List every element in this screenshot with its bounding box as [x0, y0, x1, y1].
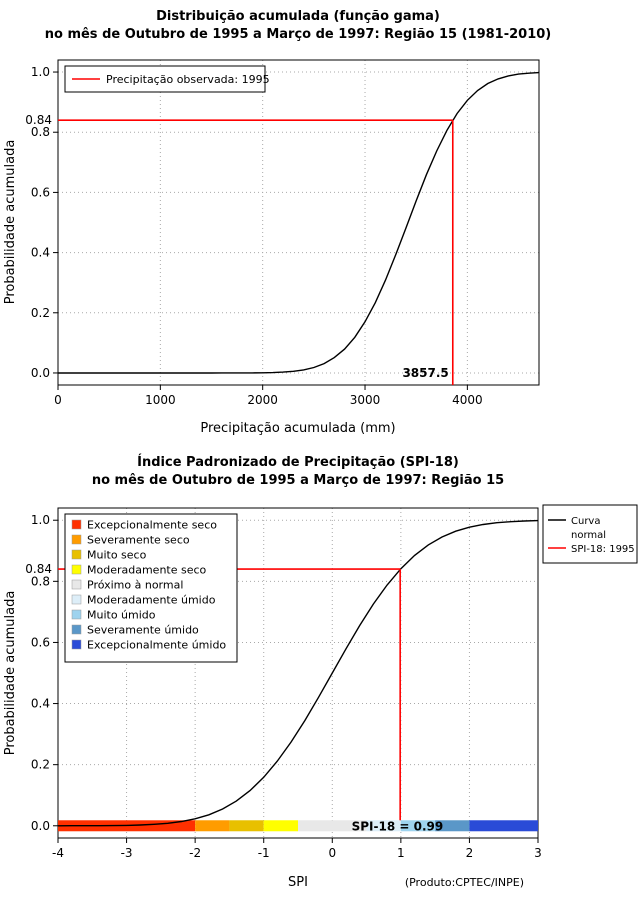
y-tick-label: 0.6 — [31, 185, 50, 199]
spi-category-label: Muito úmido — [87, 609, 156, 622]
spi-category-bar-segment — [400, 820, 436, 832]
y-tick-label: 0.4 — [31, 246, 50, 260]
curve-legend-label: Curva — [571, 516, 600, 527]
y-tick-label: 1.0 — [31, 65, 50, 79]
x-tick-label: 3 — [534, 846, 542, 860]
y-tick-label: 0.8 — [31, 574, 50, 588]
spi-category-label: Muito seco — [87, 549, 147, 562]
spi-category-label: Excepcionalmente seco — [87, 519, 217, 532]
chart1-title: Distribuição acumulada (função gama) — [156, 9, 440, 24]
chart2-title: Índice Padronizado de Precipitação (SPI-… — [137, 454, 459, 470]
spi-category-bar-segment — [298, 820, 367, 832]
legend-color-swatch — [71, 579, 82, 590]
chart2-plot-area: -4 -3 -2 -1 0 1 2 3 0.0 0.2 0.4 0.6 0.8 1.0 0.84 SPI-18… — [25, 504, 638, 860]
y-tick-label: 0.4 — [31, 697, 50, 711]
x-tick-label: -2 — [189, 846, 201, 860]
spi-category-bar-segment — [469, 820, 538, 832]
x-tick-label: -1 — [258, 846, 270, 860]
chart1-y-axis-label: Probabilidade acumulada — [3, 140, 18, 305]
probability-tick-label: 0.84 — [25, 113, 52, 127]
cdf-curve — [57, 519, 539, 827]
legend-label: Precipitação observada: 1995 — [106, 73, 270, 86]
chart1-x-axis-label: Precipitação acumulada (mm) — [200, 421, 395, 436]
curve-legend-label: SPI-18: 1995 — [571, 544, 635, 555]
spi-category-label: Severamente úmido — [87, 624, 199, 637]
chart2-y-axis-label: Probabilidade acumulada — [3, 591, 18, 756]
y-tick-label: 1.0 — [31, 513, 50, 527]
spi-category-bar-segment — [435, 820, 470, 832]
x-tick-label: 1 — [397, 846, 405, 860]
probability-tick-label: 0.84 — [25, 562, 52, 576]
y-tick-label: 0.2 — [31, 306, 50, 320]
chart1-subtitle: no mês de Outubro de 1995 a Março de 199… — [45, 27, 552, 42]
chart2-x-axis-label: SPI — [288, 875, 308, 890]
legend-color-swatch — [71, 639, 82, 650]
chart1-plot-area: 0 1000 2000 3000 4000 0.0 0.2 0.4 0.6 0.8 1.0 0.84 3… — [25, 59, 540, 407]
y-tick-label: 0.0 — [31, 819, 50, 833]
legend-color-swatch — [71, 594, 82, 605]
legend-color-swatch — [71, 549, 82, 560]
spi-category-bar-segment — [366, 820, 401, 832]
spi-category-legend-box — [64, 513, 238, 663]
credit-text: (Produto:CPTEC/INPE) — [405, 876, 524, 889]
spi-category-bar-segment — [263, 820, 298, 832]
legend-color-swatch — [71, 609, 82, 620]
legend-color-swatch — [71, 564, 82, 575]
plot-box — [57, 507, 539, 839]
x-tick-label: 1000 — [145, 393, 176, 407]
spi-category-label: Moderadamente úmido — [87, 594, 216, 607]
spi-category-bar-segment — [229, 820, 264, 832]
x-tick-label: 2 — [466, 846, 474, 860]
x-tick-label: 0 — [328, 846, 336, 860]
legend-color-swatch — [71, 534, 82, 545]
y-tick-label: 0.2 — [31, 758, 50, 772]
x-tick-label: 3000 — [350, 393, 381, 407]
y-tick-label: 0.8 — [31, 125, 50, 139]
x-tick-label: -3 — [121, 846, 133, 860]
precipitation-value-annotation: 3857.5 — [402, 366, 448, 380]
y-tick-label: 0.0 — [31, 366, 50, 380]
chart2-subtitle: no mês de Outubro de 1995 a Março de 199… — [92, 473, 504, 488]
x-tick-label: 0 — [54, 393, 62, 407]
x-tick-label: 4000 — [452, 393, 483, 407]
curve-legend-box — [542, 504, 638, 564]
spi-value-annotation: SPI-18 = 0.99 — [352, 819, 444, 833]
gamma-cdf-chart: Distribuição acumulada (função gama) no … — [3, 9, 552, 436]
curve-legend-label: normal — [571, 530, 606, 541]
spi-category-label: Moderadamente seco — [87, 564, 207, 577]
spi-category-label: Próximo à normal — [87, 579, 183, 592]
x-tick-label: -4 — [52, 846, 64, 860]
spi-category-label: Excepcionalmente úmido — [87, 639, 226, 652]
spi-cdf-chart: Índice Padronizado de Precipitação (SPI-… — [3, 454, 638, 890]
spi-category-bar-segment — [195, 820, 230, 832]
spi-category-label: Severamente seco — [87, 534, 190, 547]
y-tick-label: 0.6 — [31, 635, 50, 649]
legend-color-swatch — [71, 519, 82, 530]
cdf-curve — [58, 71, 540, 374]
x-tick-label: 2000 — [247, 393, 278, 407]
legend-color-swatch — [71, 624, 82, 635]
plot-box — [57, 59, 540, 386]
